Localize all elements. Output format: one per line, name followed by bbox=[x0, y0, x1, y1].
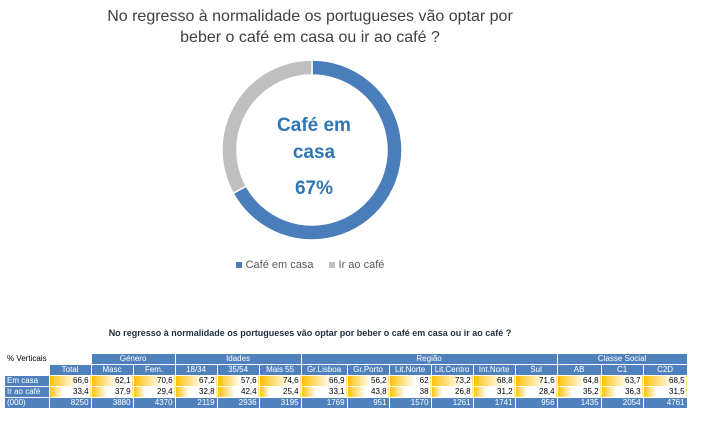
column-header: C2D bbox=[642, 364, 688, 376]
table-cell: 67,2 bbox=[174, 375, 218, 387]
table-cell: 29,4 bbox=[132, 386, 176, 398]
table-group-header-row: % Verticais Género Idades Região Classe Soci… bbox=[4, 353, 688, 365]
column-header: Int.Norte bbox=[472, 364, 516, 376]
legend-item-ir-ao-cafe: Ir ao café bbox=[328, 259, 385, 271]
base-cell: 2119 bbox=[174, 397, 218, 409]
column-header: Gr.Lisboa bbox=[300, 364, 348, 376]
center-value: 67% bbox=[295, 178, 333, 199]
column-header: Lit.Norte bbox=[388, 364, 432, 376]
legend-swatch-ir-ao-cafe bbox=[328, 262, 335, 269]
donut-chart: Café em casa 67% bbox=[221, 59, 403, 241]
row-label: Em casa bbox=[4, 375, 50, 387]
table-cell: 57,6 bbox=[216, 375, 260, 387]
table-cell: 62,1 bbox=[90, 375, 134, 387]
legend-swatch-em-casa bbox=[235, 262, 242, 269]
base-cell: 2936 bbox=[216, 397, 260, 409]
column-header: Masc bbox=[90, 364, 134, 376]
table-cell: 31,2 bbox=[472, 386, 516, 398]
base-cell: 2054 bbox=[600, 397, 644, 409]
table-cell: 64,8 bbox=[556, 375, 602, 387]
table-cell: 32,8 bbox=[174, 386, 218, 398]
table-cell: 38 bbox=[388, 386, 432, 398]
table-cell: 43,8 bbox=[346, 386, 390, 398]
table-cell: 33,1 bbox=[300, 386, 348, 398]
base-cell: 3195 bbox=[258, 397, 302, 409]
corner-label: % Verticais bbox=[4, 353, 50, 365]
table-cell: 31,5 bbox=[642, 386, 688, 398]
table-row: Em casa 66,6 62,1 70,6 67,2 57,6 74,6 66,9 56,2 6… bbox=[4, 375, 688, 387]
table-cell: 70,6 bbox=[132, 375, 176, 387]
column-header: 35/54 bbox=[216, 364, 260, 376]
column-header: C1 bbox=[600, 364, 644, 376]
column-header: Lit.Centro bbox=[430, 364, 474, 376]
chart-legend: Café em casa Ir ao café bbox=[0, 259, 620, 271]
table-cell: 73,2 bbox=[430, 375, 474, 387]
base-cell: 956 bbox=[514, 397, 558, 409]
table-title: No regresso à normalidade os portugueses… bbox=[108, 328, 512, 338]
column-header: Fem. bbox=[132, 364, 176, 376]
base-cell: 4370 bbox=[132, 397, 176, 409]
table-cell: 66,9 bbox=[300, 375, 348, 387]
table-column-header-row: Total Masc Fem. 18/34 35/54 Mais 55 Gr.Lisboa G… bbox=[4, 364, 688, 376]
column-header: Total bbox=[48, 364, 92, 376]
table-cell: 66,6 bbox=[48, 375, 92, 387]
table-cell: 28,4 bbox=[514, 386, 558, 398]
chart-title-line-1: No regresso à normalidade os portugueses… bbox=[107, 8, 513, 25]
base-row-label: (000) bbox=[4, 397, 50, 409]
column-header: Gr.Porto bbox=[346, 364, 390, 376]
base-cell: 951 bbox=[346, 397, 390, 409]
column-header: AB bbox=[556, 364, 602, 376]
table-cell: 42,4 bbox=[216, 386, 260, 398]
table-cell: 71,6 bbox=[514, 375, 558, 387]
base-cell: 1261 bbox=[430, 397, 474, 409]
table-cell: 74,6 bbox=[258, 375, 302, 387]
base-cell: 3880 bbox=[90, 397, 134, 409]
column-header: Sul bbox=[514, 364, 558, 376]
row-label: Ir ao café bbox=[4, 386, 50, 398]
group-header: Género bbox=[90, 353, 176, 365]
table-cell: 63,7 bbox=[600, 375, 644, 387]
base-cell: 1741 bbox=[472, 397, 516, 409]
table-cell: 62 bbox=[388, 375, 432, 387]
legend-item-em-casa: Café em casa bbox=[235, 259, 314, 271]
base-cell: 8250 bbox=[48, 397, 92, 409]
table-cell: 33,4 bbox=[48, 386, 92, 398]
center-label-line-1: Café em bbox=[277, 115, 351, 136]
group-header: Região bbox=[300, 353, 558, 365]
table-cell: 35,2 bbox=[556, 386, 602, 398]
group-header bbox=[48, 353, 92, 365]
base-cell: 1769 bbox=[300, 397, 348, 409]
group-header: Classe Social bbox=[556, 353, 688, 365]
chart-title-line-2: beber o café em casa ou ir ao café ? bbox=[180, 29, 440, 46]
table-cell: 37,9 bbox=[90, 386, 134, 398]
base-cell: 4761 bbox=[642, 397, 688, 409]
legend-label-em-casa: Café em casa bbox=[245, 259, 314, 271]
center-label-line-2: casa bbox=[293, 142, 336, 163]
group-header: Idades bbox=[174, 353, 302, 365]
table-cell: 25,4 bbox=[258, 386, 302, 398]
crosstab-table: % Verticais Género Idades Região Classe Soci… bbox=[4, 353, 688, 409]
table-cell: 68,8 bbox=[472, 375, 516, 387]
table-row: Ir ao café 33,4 37,9 29,4 32,8 42,4 25,4 33,1 43… bbox=[4, 386, 688, 398]
column-header-blank bbox=[4, 364, 50, 376]
donut-slice-ir-ao-cafe bbox=[221, 59, 313, 195]
base-cell: 1570 bbox=[388, 397, 432, 409]
column-header: Mais 55 bbox=[258, 364, 302, 376]
legend-label-ir-ao-cafe: Ir ao café bbox=[338, 259, 385, 271]
table-base-row: (000) 8250 3880 4370 2119 2936 3195 1769 951 1570… bbox=[4, 397, 688, 409]
chart-title: No regresso à normalidade os portugueses… bbox=[0, 6, 620, 48]
column-header: 18/34 bbox=[174, 364, 218, 376]
table-cell: 68,5 bbox=[642, 375, 688, 387]
base-cell: 1435 bbox=[556, 397, 602, 409]
table-cell: 56,2 bbox=[346, 375, 390, 387]
table-cell: 26,8 bbox=[430, 386, 474, 398]
table-cell: 36,3 bbox=[600, 386, 644, 398]
